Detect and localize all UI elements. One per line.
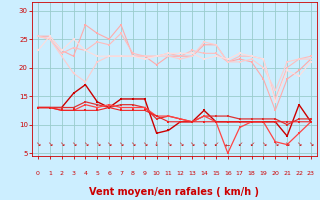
X-axis label: Vent moyen/en rafales ( km/h ): Vent moyen/en rafales ( km/h ) bbox=[89, 187, 260, 197]
